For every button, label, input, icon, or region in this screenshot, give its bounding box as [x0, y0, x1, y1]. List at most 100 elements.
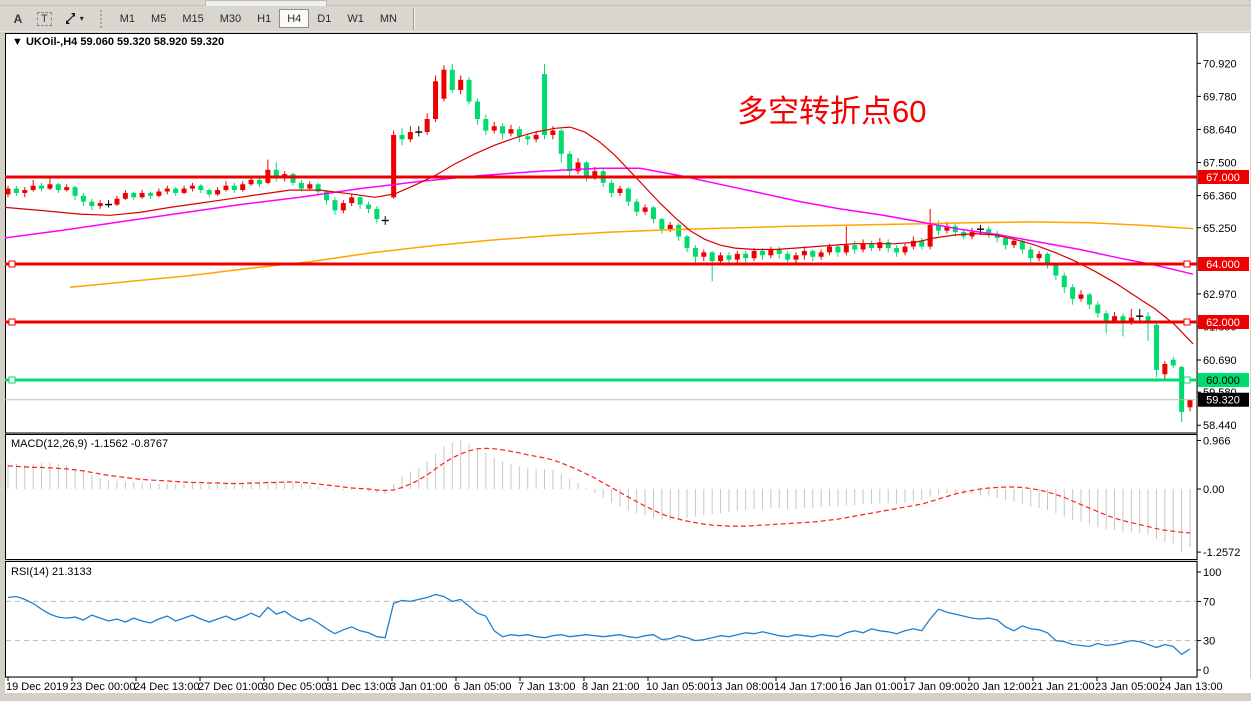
candle-body: [952, 226, 958, 233]
rsi-axis-label: 30: [1203, 636, 1215, 648]
toolbar-grip[interactable]: [99, 9, 106, 28]
candle-body: [843, 245, 849, 253]
candle-body: [1145, 316, 1151, 324]
x-axis-label: 3 Jan 01:00: [390, 681, 448, 693]
level-handle-right[interactable]: [1183, 376, 1191, 384]
x-axis-label: 31 Dec 13:00: [326, 681, 391, 693]
candle-body: [676, 224, 682, 237]
candle-body: [357, 197, 363, 205]
candle-body: [793, 255, 799, 260]
timeframe-d1-button[interactable]: D1: [309, 9, 339, 28]
x-axis-label: 13 Jan 08:00: [710, 681, 774, 693]
candle-body: [433, 81, 439, 119]
candle-body: [1187, 399, 1193, 408]
y-axis-label: 68.640: [1203, 124, 1237, 136]
y-axis-label: 62.970: [1203, 289, 1237, 301]
candle-body: [248, 179, 254, 185]
candle-body: [558, 130, 564, 154]
candle-body: [1019, 240, 1025, 250]
rsi-axis-label: 100: [1203, 567, 1221, 579]
candle-body: [936, 224, 942, 231]
candle-body: [1061, 275, 1067, 288]
candle-body: [609, 182, 615, 193]
candle-body: [340, 203, 346, 211]
candle-body: [231, 185, 237, 191]
candle-body: [1170, 359, 1176, 366]
candle-body: [441, 69, 447, 99]
candle-body: [810, 250, 816, 257]
candle-body: [349, 197, 355, 204]
candle-body: [399, 134, 405, 140]
annotation-text: 多空转折点60: [737, 94, 926, 129]
chevron-down-icon: ▾: [79, 14, 84, 23]
y-axis-label: 66.360: [1203, 191, 1237, 203]
text-tool-button[interactable]: T: [32, 9, 57, 29]
candle-body: [650, 207, 656, 220]
candle-body: [776, 249, 782, 254]
timeframe-m30-button[interactable]: M30: [212, 9, 249, 28]
y-axis-label: 58.440: [1203, 420, 1237, 432]
candle-body: [868, 243, 874, 249]
text-label-tool-button[interactable]: A: [6, 9, 30, 29]
candle-body: [575, 162, 581, 172]
candle-body: [474, 101, 480, 119]
level-handle-left[interactable]: [8, 260, 16, 268]
timeframe-h4-button[interactable]: H4: [279, 9, 310, 28]
timeframe-mn-button[interactable]: MN: [372, 9, 405, 28]
macd-panel[interactable]: [5, 434, 1198, 560]
candle-body: [718, 255, 724, 262]
x-axis-label: 20 Jan 12:00: [967, 681, 1031, 693]
level-handle-right[interactable]: [1183, 318, 1191, 326]
candle-body: [759, 250, 765, 256]
time-axis-area: [5, 678, 1251, 693]
x-axis-label: 7 Jan 13:00: [518, 681, 576, 693]
level-handle-left[interactable]: [8, 376, 16, 384]
x-axis-label: 17 Jan 09:00: [903, 681, 967, 693]
candle-body: [1036, 253, 1042, 259]
timeframe-m5-button[interactable]: M5: [143, 9, 174, 28]
candle-body: [751, 250, 757, 259]
candle-body: [215, 190, 221, 195]
candle-body: [910, 240, 916, 247]
toolbar-separator: [412, 7, 415, 30]
x-axis-label: 14 Jan 17:00: [774, 681, 838, 693]
candle-body: [365, 204, 371, 209]
x-axis-label: 19 Dec 2019: [6, 681, 68, 693]
candle-body: [483, 119, 489, 131]
candle-body: [206, 190, 212, 195]
candle-body: [667, 224, 673, 230]
candle-body: [13, 188, 19, 193]
candle-body: [1153, 324, 1159, 370]
timeframe-w1-button[interactable]: W1: [339, 9, 372, 28]
candle-body: [1011, 240, 1017, 246]
price-badge-60.000: [1198, 373, 1249, 387]
timeframe-m1-button[interactable]: M1: [112, 9, 143, 28]
candle-body: [189, 185, 195, 189]
candle-body: [424, 119, 430, 133]
rsi-panel[interactable]: [5, 561, 1198, 678]
timeframe-m15-button[interactable]: M15: [174, 9, 211, 28]
candle-body: [818, 252, 824, 257]
x-axis-label: 24 Dec 13:00: [134, 681, 199, 693]
ma-mid-line: [4, 167, 1194, 275]
candle-body: [919, 240, 925, 247]
x-axis-label: 16 Jan 01:00: [839, 681, 903, 693]
candle-body: [684, 236, 690, 249]
candle-body: [835, 246, 841, 253]
current-price-badge: [1198, 392, 1249, 407]
timeframe-h1-button[interactable]: H1: [249, 9, 279, 28]
cursor-tool-button[interactable]: ▾: [59, 9, 89, 29]
candle-body: [97, 203, 103, 206]
candle-body: [550, 130, 556, 135]
level-handle-left[interactable]: [8, 318, 16, 326]
symbol-ohlc-label: ▼ UKOil-,H4 59.060 59.320 58.920 59.320: [12, 36, 224, 48]
rsi-label: RSI(14) 21.3133: [11, 566, 92, 578]
text-tool-icon: T: [37, 11, 52, 26]
rsi-axis-label: 70: [1203, 596, 1215, 608]
candle-body: [525, 136, 531, 140]
x-axis-label: 24 Jan 13:00: [1159, 681, 1223, 693]
level-handle-right[interactable]: [1183, 260, 1191, 268]
candle-body: [1179, 366, 1185, 412]
